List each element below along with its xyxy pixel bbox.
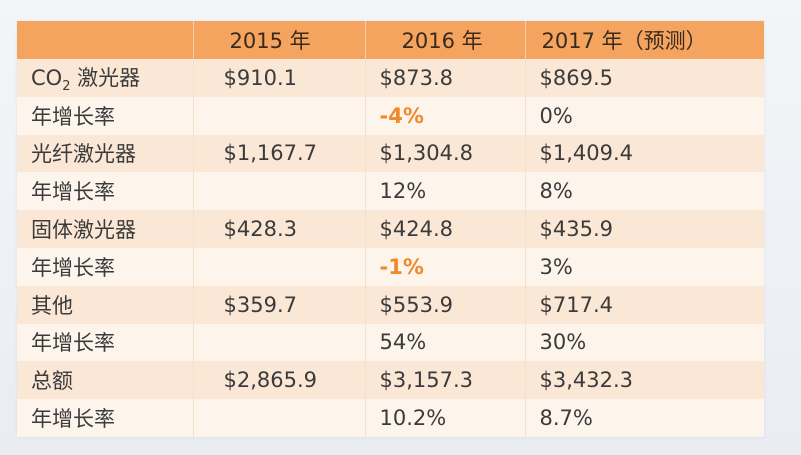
cell-2015: $910.1 (192, 59, 365, 97)
table-row: 总额 $2,865.9 $3,157.3 $3,432.3 (17, 361, 764, 400)
cell-2015: $2,865.9 (192, 361, 365, 400)
cell-2017: 30% (524, 323, 764, 362)
row-label: 固体激光器 (17, 210, 193, 248)
cell-2016: $873.8 (364, 59, 525, 97)
cell-2017: 8.7% (524, 399, 764, 437)
cell-2015: $359.7 (192, 285, 365, 324)
cell-2015 (192, 172, 365, 211)
header-2017: 2017 年（预测） (524, 21, 764, 59)
cell-2015: $428.3 (192, 210, 365, 248)
table-row: CO2 激光器 $910.1 $873.8 $869.5 (17, 59, 764, 97)
cell-2017: $1,409.4 (524, 134, 764, 173)
row-label: CO2 激光器 (17, 59, 193, 97)
cell-2015 (192, 323, 365, 362)
cell-2017: $435.9 (524, 210, 764, 248)
table-row: 年增长率 -1% 3% (17, 247, 764, 286)
cell-2016: -1% (364, 247, 525, 286)
header-label-column (17, 21, 193, 59)
cell-2016: 54% (364, 323, 525, 362)
row-label: 年增长率 (17, 399, 193, 437)
cell-2017: 3% (524, 247, 764, 286)
cell-2016: -4% (364, 96, 525, 135)
laser-market-table: 2015 年 2016 年 2017 年（预测） CO2 激光器 $910.1 … (17, 21, 764, 437)
data-table: 2015 年 2016 年 2017 年（预测） CO2 激光器 $910.1 … (17, 21, 764, 437)
row-label: 年增长率 (17, 247, 193, 286)
table-row: 年增长率 10.2% 8.7% (17, 399, 764, 437)
header-row: 2015 年 2016 年 2017 年（预测） (17, 21, 764, 59)
cell-2015 (192, 247, 365, 286)
cell-2016: 10.2% (364, 399, 525, 437)
table-row: 年增长率 -4% 0% (17, 96, 764, 135)
row-label: 总额 (17, 361, 193, 400)
header-2015: 2015 年 (192, 21, 365, 59)
cell-2017: $717.4 (524, 285, 764, 324)
table-row: 年增长率 54% 30% (17, 323, 764, 362)
row-label: 年增长率 (17, 323, 193, 362)
cell-2016: $424.8 (364, 210, 525, 248)
row-label: 年增长率 (17, 172, 193, 211)
row-label-subscript: 2 (62, 78, 71, 94)
row-label: 光纤激光器 (17, 134, 193, 173)
table-row: 其他 $359.7 $553.9 $717.4 (17, 285, 764, 324)
cell-2015: $1,167.7 (192, 134, 365, 173)
cell-2017: $3,432.3 (524, 361, 764, 400)
cell-2017: 8% (524, 172, 764, 211)
cell-2016: $1,304.8 (364, 134, 525, 173)
row-label-rest: 激光器 (70, 65, 141, 90)
cell-2016: 12% (364, 172, 525, 211)
table-row: 光纤激光器 $1,167.7 $1,304.8 $1,409.4 (17, 134, 764, 173)
cell-2017: 0% (524, 96, 764, 135)
cell-2016: $553.9 (364, 285, 525, 324)
cell-2017: $869.5 (524, 59, 764, 97)
row-label-main: CO (31, 65, 63, 90)
table-row: 年增长率 12% 8% (17, 172, 764, 211)
cell-2016: $3,157.3 (364, 361, 525, 400)
row-label: 年增长率 (17, 96, 193, 135)
header-2016: 2016 年 (364, 21, 525, 59)
table-row: 固体激光器 $428.3 $424.8 $435.9 (17, 210, 764, 248)
cell-2015 (192, 399, 365, 437)
cell-2015 (192, 96, 365, 135)
row-label: 其他 (17, 285, 193, 324)
